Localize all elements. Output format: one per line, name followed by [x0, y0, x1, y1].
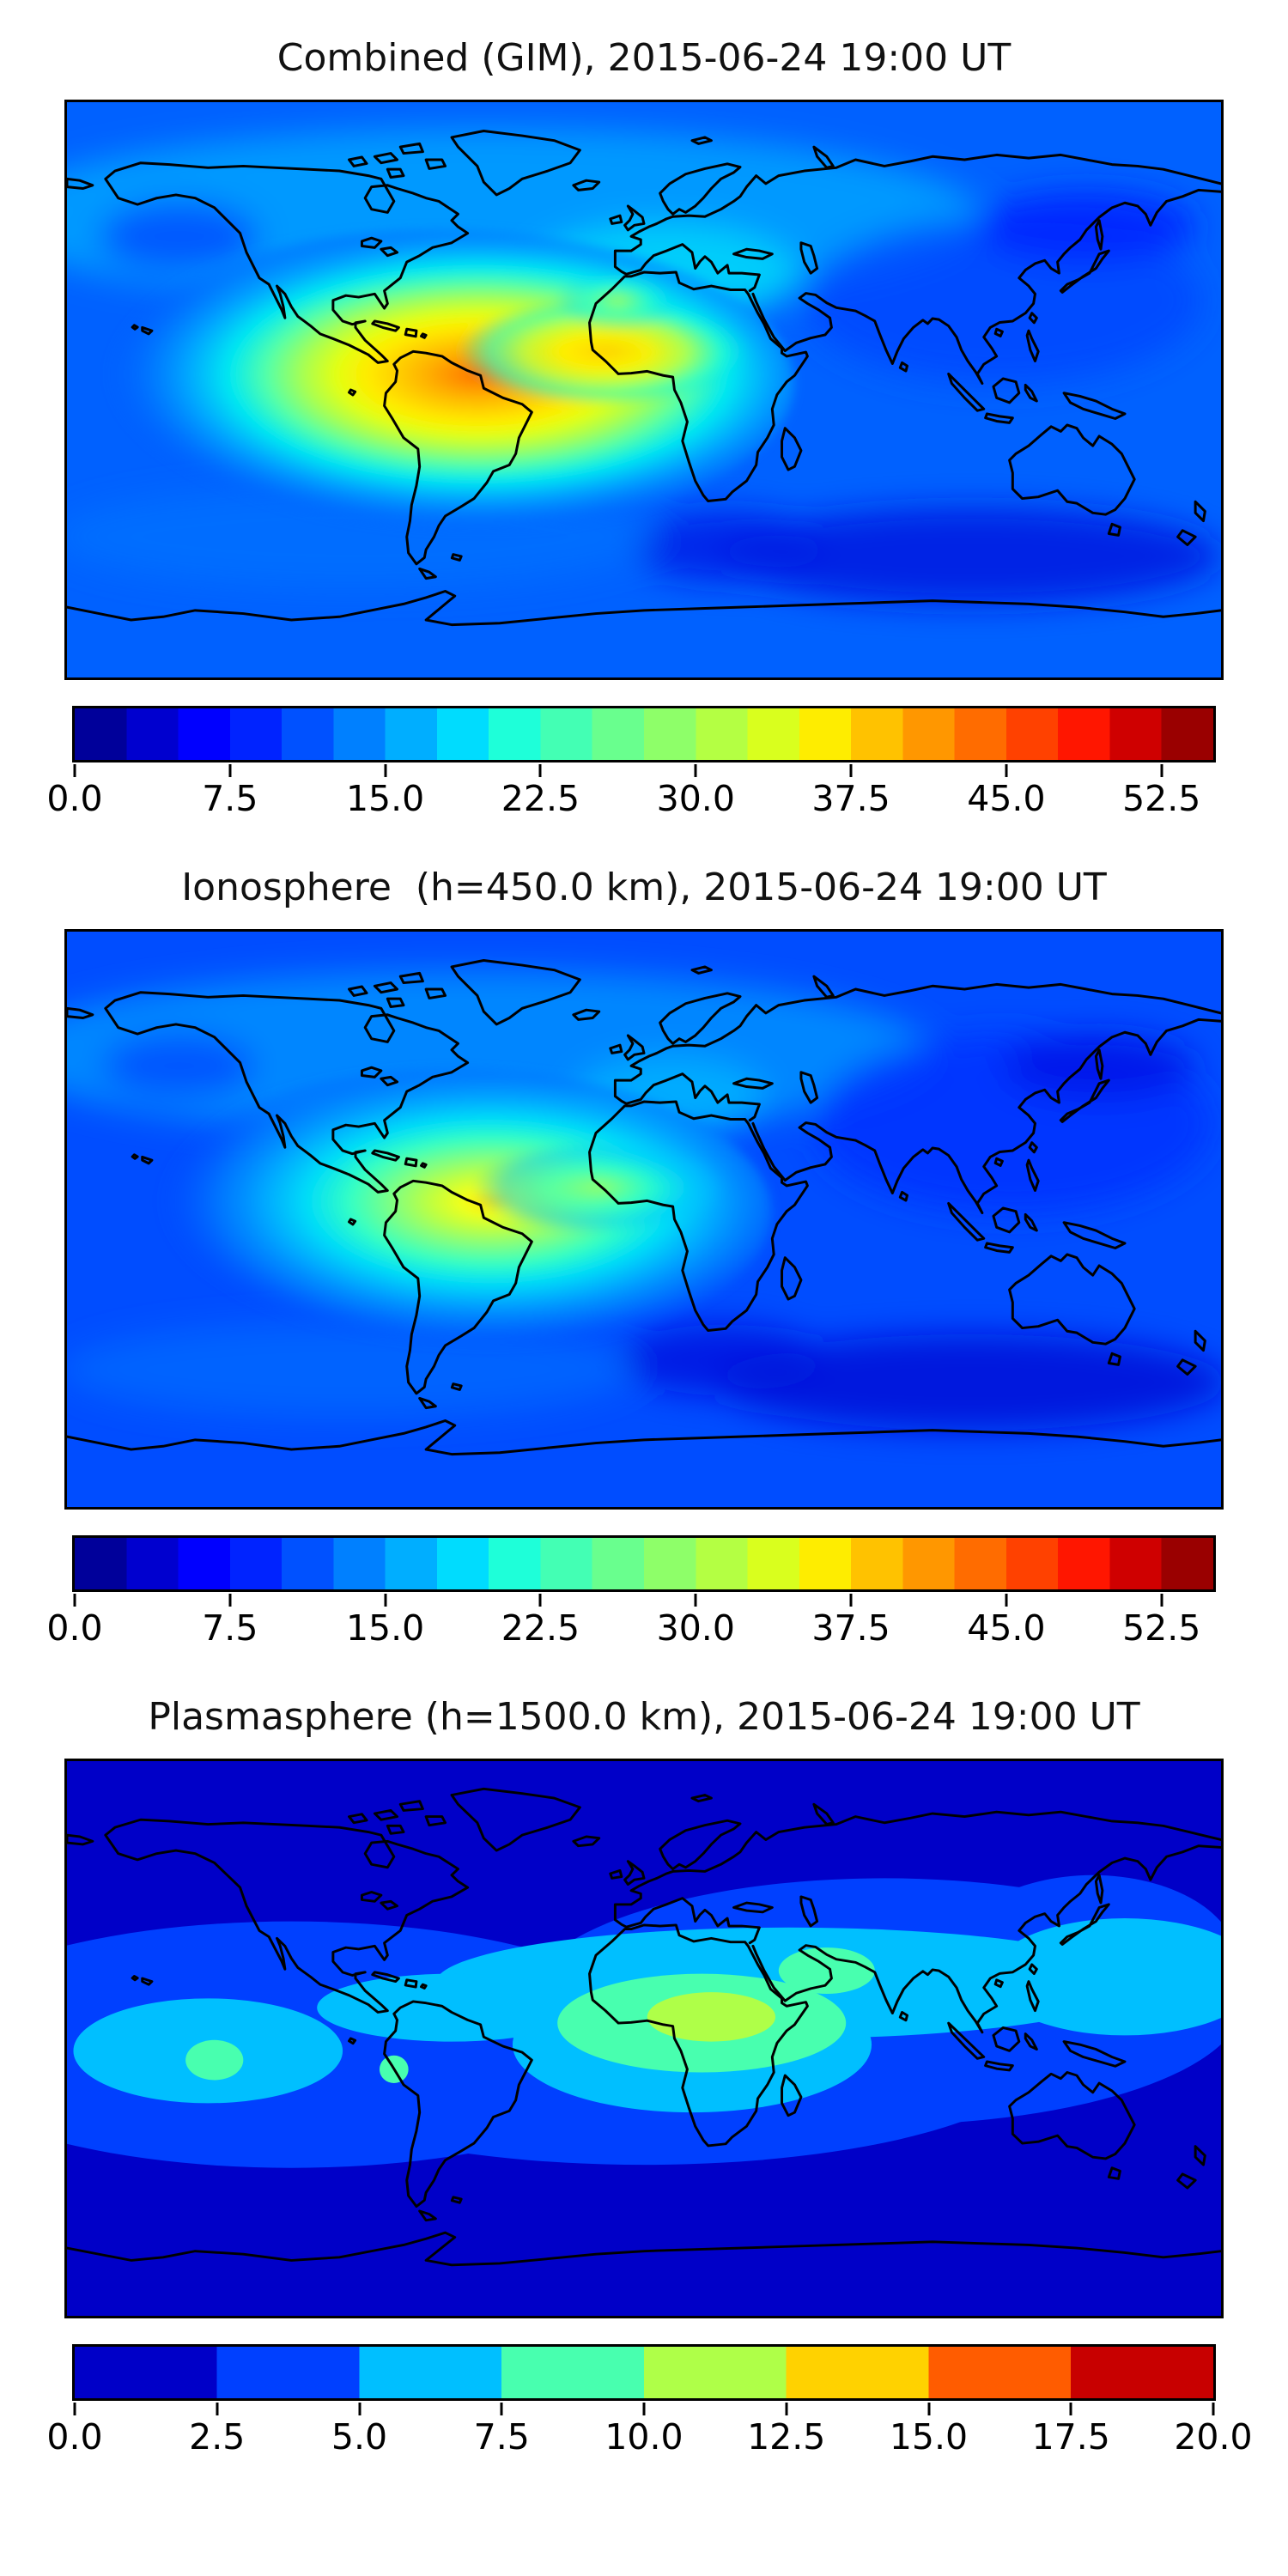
map-combined-svg	[67, 102, 1221, 677]
colorbar-gradient-ionosphere	[72, 1535, 1216, 1592]
panel-title-plasmasphere: Plasmasphere (h=1500.0 km), 2015-06-24 1…	[148, 1695, 1140, 1739]
figure-root: Combined (GIM), 2015-06-24 19:00 UT	[0, 0, 1288, 2464]
colorbar-tick	[849, 764, 853, 777]
colorbar-tick	[384, 764, 387, 777]
colorbar-tick	[1069, 2403, 1072, 2415]
colorbar-tick	[694, 764, 697, 777]
colorbar-ticks-plasmasphere: 0.0 2.5 5.0 7.5 10.0 12.5 15.0 17.5 20.0	[46, 2403, 1253, 2464]
colorbar-tick-label: 52.5	[1122, 1607, 1201, 1649]
colorbar-tick-label: 0.0	[46, 1607, 103, 1649]
colorbar-tick	[73, 1594, 76, 1607]
colorbar-tick	[538, 764, 542, 777]
colorbar-gradient-combined	[72, 706, 1216, 762]
contour-level-5	[647, 1992, 776, 2042]
colorbar-tick-label: 22.5	[501, 1607, 580, 1649]
colorbar-tick	[849, 1594, 853, 1607]
colorbar-tick-label: 30.0	[656, 778, 735, 819]
panel-combined: Combined (GIM), 2015-06-24 19:00 UT	[0, 0, 1288, 826]
field-hotspots	[131, 1069, 773, 1358]
colorbar-tick-label: 0.0	[46, 2416, 103, 2458]
panel-title-combined: Combined (GIM), 2015-06-24 19:00 UT	[276, 36, 1012, 80]
colorbar-tick	[1160, 764, 1163, 777]
colorbar-tick	[384, 1594, 387, 1607]
map-plasmasphere-svg	[67, 1761, 1221, 2316]
panel-ionosphere: Ionosphere (h=450.0 km), 2015-06-24 19:0…	[0, 826, 1288, 1656]
colorbar-tick-label: 12.5	[747, 2416, 826, 2458]
colorbar-tick-label: 20.0	[1174, 2416, 1253, 2458]
colorbar-tick	[1160, 1594, 1163, 1607]
colorbar-ticks-ionosphere: 0.0 7.5 15.0 22.5 30.0 37.5 45.0 52.5	[46, 1594, 1213, 1656]
colorbar-combined: 0.0 7.5 15.0 22.5 30.0 37.5 45.0 52.5	[46, 706, 1216, 826]
colorbar-tick	[73, 764, 76, 777]
colorbar-tick	[1005, 1594, 1008, 1607]
colorbar-tick	[642, 2403, 646, 2415]
map-ionosphere	[64, 929, 1224, 1510]
colorbar-tick-label: 15.0	[889, 2416, 969, 2458]
colorbar-tick	[927, 2403, 930, 2415]
colorbar-tick-label: 7.5	[202, 778, 258, 819]
colorbar-tick-label: 2.5	[189, 2416, 246, 2458]
colorbar-tick	[694, 1594, 697, 1607]
colorbar-tick-label: 15.0	[345, 1607, 425, 1649]
colorbar-tick-label: 5.0	[331, 2416, 388, 2458]
colorbar-ionosphere: 0.0 7.5 15.0 22.5 30.0 37.5 45.0 52.5	[46, 1535, 1216, 1656]
map-plasmasphere	[64, 1759, 1224, 2318]
colorbar-tick-label: 45.0	[967, 1607, 1046, 1649]
colorbar-tick-label: 45.0	[967, 778, 1046, 819]
map-combined	[64, 100, 1224, 680]
colorbar-tick-label: 22.5	[501, 778, 580, 819]
colorbar-tick-label: 15.0	[345, 778, 425, 819]
colorbar-tick	[73, 2403, 76, 2415]
colorbar-tick	[1005, 764, 1008, 777]
colorbar-tick	[538, 1594, 542, 1607]
colorbar-ticks-combined: 0.0 7.5 15.0 22.5 30.0 37.5 45.0 52.5	[46, 764, 1213, 826]
colorbar-tick-label: 7.5	[473, 2416, 530, 2458]
colorbar-tick-label: 37.5	[811, 1607, 890, 1649]
colorbar-tick-label: 7.5	[202, 1607, 258, 1649]
colorbar-gradient-plasmasphere	[72, 2344, 1216, 2401]
colorbar-tick	[1212, 2403, 1215, 2415]
panel-title-ionosphere: Ionosphere (h=450.0 km), 2015-06-24 19:0…	[181, 866, 1107, 909]
colorbar-tick-label: 30.0	[656, 1607, 735, 1649]
colorbar-tick	[228, 764, 232, 777]
colorbar-plasmasphere: 0.0 2.5 5.0 7.5 10.0 12.5 15.0 17.5 20.0	[46, 2344, 1253, 2464]
colorbar-tick	[785, 2403, 788, 2415]
colorbar-tick	[500, 2403, 503, 2415]
colorbar-tick	[228, 1594, 232, 1607]
colorbar-tick-label: 0.0	[46, 778, 103, 819]
colorbar-tick-label: 17.5	[1031, 2416, 1110, 2458]
colorbar-tick-label: 10.0	[605, 2416, 683, 2458]
colorbar-tick-label: 37.5	[811, 778, 890, 819]
map-ionosphere-svg	[67, 932, 1221, 1507]
field-hotspots	[76, 229, 795, 538]
colorbar-tick	[358, 2403, 361, 2415]
colorbar-tick-label: 52.5	[1122, 778, 1201, 819]
colorbar-tick	[216, 2403, 219, 2415]
panel-plasmasphere: Plasmasphere (h=1500.0 km), 2015-06-24 1…	[0, 1656, 1288, 2464]
